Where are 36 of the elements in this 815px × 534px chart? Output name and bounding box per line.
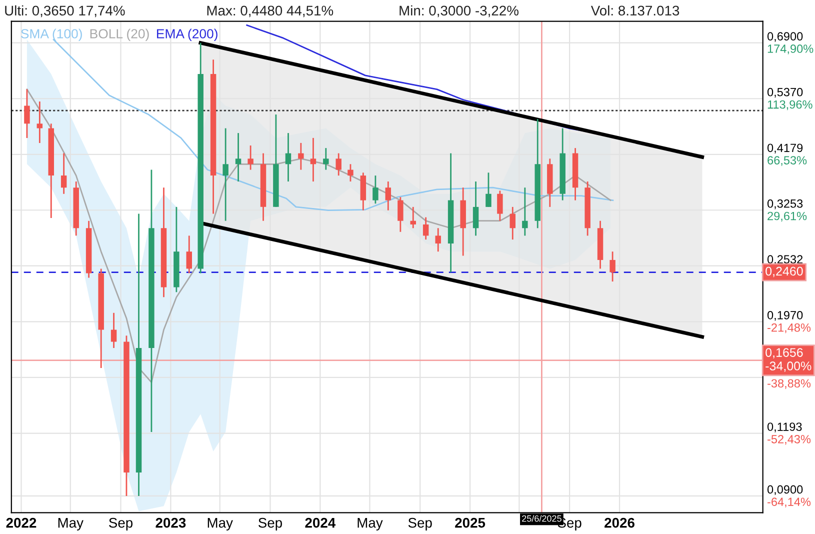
y-tick-label: 0,6900 <box>767 32 803 42</box>
y-tick-label: 0,5370 <box>767 88 803 98</box>
x-tick-label: Sep <box>408 518 432 530</box>
series-label: SMA (100) <box>21 28 82 42</box>
x-tick-label: Sep <box>109 518 133 530</box>
y-tick-label: 0,1970 <box>767 311 803 321</box>
text: Min: 0,3000 -3,22% <box>400 5 518 18</box>
ref-line-label: 0,1656 -34,00% <box>766 348 812 372</box>
text: -52,43% <box>768 434 811 445</box>
y-tick-label: 0,3253 <box>767 199 803 210</box>
text: -38,88% <box>768 379 811 389</box>
x-tick-label: 2026 <box>604 518 634 528</box>
ref-line-label: 0,2460 <box>766 266 803 278</box>
y-tick-label: 0,0900 <box>767 485 803 496</box>
text: -64,14% <box>768 498 811 508</box>
text: 174,90% <box>768 44 814 54</box>
text: Vol: 8.137.013 <box>590 5 680 16</box>
x-tick-label: May <box>358 518 383 530</box>
y-tick-label: 0,2532 <box>767 255 803 265</box>
text: Ulti: 0,3650 17,74% <box>5 5 125 18</box>
y-tick-label: 0,4179 <box>767 144 803 154</box>
x-tick-label: May <box>58 518 84 530</box>
text: EMA (200) <box>157 28 218 42</box>
x-tick-label: 2025 <box>455 518 486 528</box>
text: 29,61% <box>768 212 807 222</box>
x-tick-label: 2022 <box>6 518 36 528</box>
text: BOLL (20) <box>90 28 149 42</box>
x-tick-label: May <box>208 518 233 530</box>
text: -21,48% <box>768 323 811 334</box>
x-tick-label: 2024 <box>305 518 336 528</box>
x-tick-label: Sep <box>258 518 282 530</box>
y-tick-label: 0,1193 <box>767 422 802 432</box>
text: Max: 0,4480 44,51% <box>207 6 334 18</box>
text: 113,96% <box>768 100 812 110</box>
text: 66,53% <box>768 156 807 166</box>
x-tick-label: 2023 <box>156 518 186 528</box>
